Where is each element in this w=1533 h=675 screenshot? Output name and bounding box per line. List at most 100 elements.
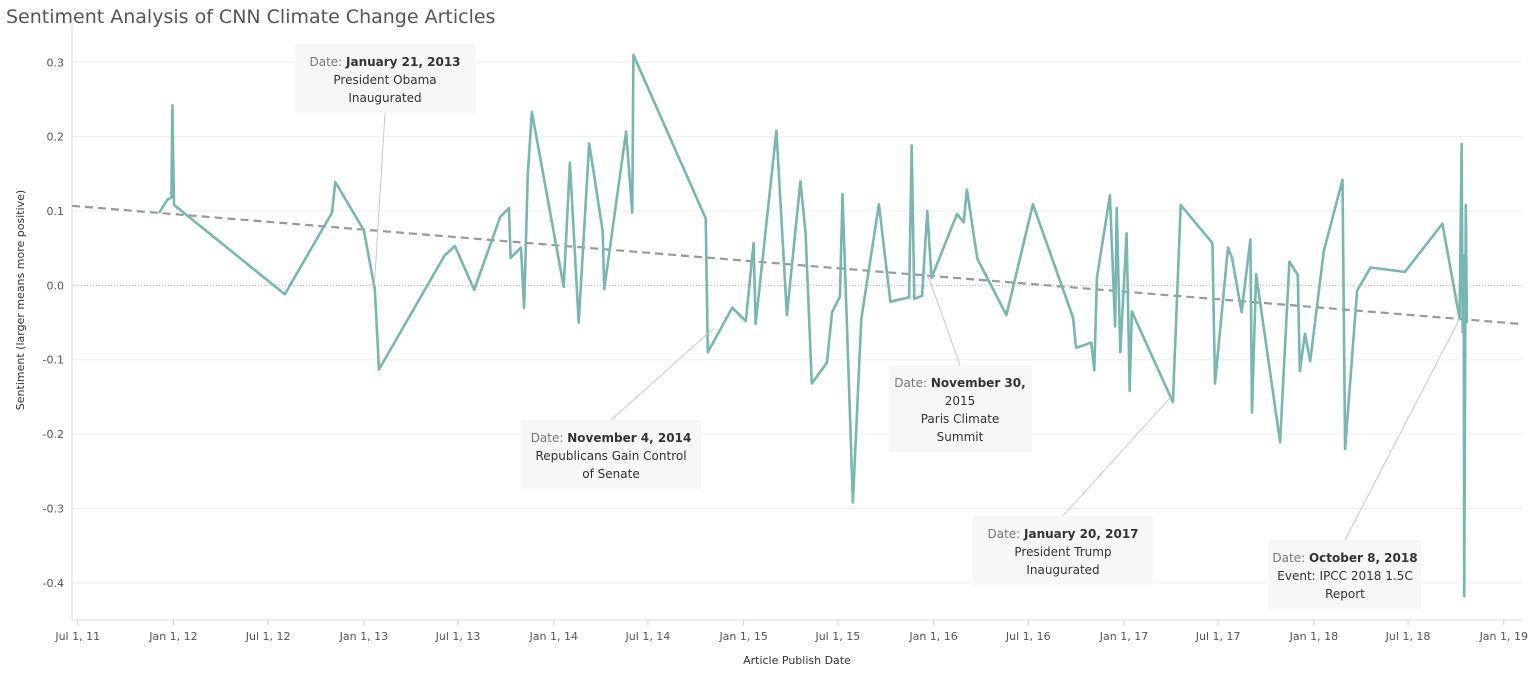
annotation-layer: Date: January 21, 2013 President Obama Ina… xyxy=(295,44,1461,609)
annotation-line: President Obama xyxy=(333,73,436,87)
x-tick-label: Jan 1, 17 xyxy=(1099,630,1148,643)
data-point xyxy=(966,188,968,191)
annotation: Date: October 8, 2018 Event: IPCC 2018 1.… xyxy=(1269,318,1461,609)
data-point xyxy=(826,361,828,364)
data-point xyxy=(1251,411,1253,414)
data-point xyxy=(509,257,512,259)
data-point xyxy=(1466,321,1468,324)
data-point xyxy=(1125,232,1128,235)
data-point xyxy=(373,288,376,290)
annotation-box xyxy=(521,420,701,489)
data-point xyxy=(860,318,863,320)
data-point xyxy=(562,286,565,288)
annotation-line: Event: IPCC 2018 1.5C xyxy=(1277,569,1412,583)
data-point xyxy=(1090,341,1093,344)
annotation-date: Date: October 8, 2018 xyxy=(1272,551,1417,565)
annotation: Date: November 30, 2015 Paris Climate Summi… xyxy=(889,276,1032,452)
data-point xyxy=(1179,204,1182,206)
chart-title: Sentiment Analysis of CNN Climate Change… xyxy=(6,6,496,28)
x-tick-label: Jul 1, 17 xyxy=(1195,630,1241,643)
axes-layer: 0.3 0.2 0.1 0.0 -0.1 -0.2 -0.3 -0.4 Jul 1, 11 Jan… xyxy=(43,25,1528,643)
data-point xyxy=(831,311,833,313)
annotation-date: Date: January 20, 2017 xyxy=(987,527,1138,541)
annotation-date-value: October 8, 2018 xyxy=(1309,551,1418,565)
data-point xyxy=(804,232,807,235)
data-point xyxy=(1304,332,1306,335)
annotation-date-value: January 20, 2017 xyxy=(1023,527,1139,541)
data-point xyxy=(1109,194,1111,197)
annotation-line: of Senate xyxy=(582,467,639,481)
data-point xyxy=(631,211,634,214)
annotation: Date: January 21, 2013 President Obama Ina… xyxy=(295,44,475,287)
x-tick-label: Jul 1, 18 xyxy=(1385,630,1431,643)
x-tick-label: Jul 1, 14 xyxy=(625,630,671,643)
x-tick-label: Jan 1, 19 xyxy=(1479,630,1528,643)
x-tick-label: Jul 1, 13 xyxy=(435,630,481,643)
data-point xyxy=(852,501,854,504)
annotation-date-label: Date: xyxy=(309,55,346,69)
data-point xyxy=(331,211,333,214)
data-point xyxy=(1299,370,1301,372)
y-tick-label: 0.0 xyxy=(47,279,65,292)
data-point xyxy=(601,230,604,232)
annotation-line: Summit xyxy=(937,430,984,444)
data-point xyxy=(508,207,510,209)
data-point xyxy=(1032,203,1034,206)
data-point xyxy=(1296,274,1299,276)
data-point xyxy=(921,294,923,297)
data-point xyxy=(588,142,590,145)
annotation-line: President Trump xyxy=(1014,545,1111,559)
y-tick-label: 0.3 xyxy=(47,56,65,69)
x-tick-label: Jan 1, 16 xyxy=(908,630,957,643)
data-point xyxy=(754,323,757,325)
annotation-line: Inaugurated xyxy=(1026,563,1099,577)
annotation-date: Date: November 4, 2014 xyxy=(531,431,692,445)
annotation-date: Date: November 30, xyxy=(894,376,1025,390)
data-point xyxy=(1369,266,1372,269)
data-point xyxy=(962,221,965,223)
data-point xyxy=(177,207,179,209)
data-point xyxy=(1096,277,1098,279)
data-point xyxy=(1465,204,1467,206)
y-tick-label: -0.2 xyxy=(43,428,64,441)
annotation-line: Report xyxy=(1325,587,1365,601)
annotation-line: Republicans Gain Control xyxy=(535,449,686,463)
data-point xyxy=(1462,254,1465,257)
data-point xyxy=(1249,238,1252,241)
data-point xyxy=(1114,325,1116,328)
annotation-line: Paris Climate xyxy=(921,412,1000,426)
y-tick-label: -0.1 xyxy=(43,354,64,367)
data-point xyxy=(908,296,910,299)
data-point xyxy=(526,173,529,175)
annotation-leader-line xyxy=(610,328,714,421)
data-point xyxy=(1461,331,1464,334)
data-point xyxy=(603,288,606,290)
trend-line xyxy=(71,204,1523,326)
data-point xyxy=(520,246,522,249)
annotation-date: Date: January 21, 2013 xyxy=(309,55,460,69)
data-point xyxy=(632,54,635,56)
data-point xyxy=(1119,351,1122,354)
x-tick-label: Jan 1, 12 xyxy=(148,630,197,643)
x-tick-label: Jan 1, 18 xyxy=(1289,630,1338,643)
y-tick-label: -0.4 xyxy=(43,577,64,590)
x-tick-label: Jan 1, 13 xyxy=(339,630,388,643)
data-point xyxy=(170,196,173,199)
data-point xyxy=(1288,260,1291,263)
data-point xyxy=(363,229,365,232)
y-tick-label: 0.2 xyxy=(47,131,65,144)
data-point xyxy=(158,211,161,214)
data-point xyxy=(569,161,571,164)
grid-layer xyxy=(72,61,1522,584)
data-point xyxy=(1072,316,1074,319)
data-point xyxy=(1344,448,1346,450)
data-point xyxy=(499,216,501,218)
y-tick-label: 0.1 xyxy=(47,205,65,218)
annotation: Date: January 20, 2017 President Trump Ina… xyxy=(973,396,1172,585)
data-point xyxy=(473,289,475,291)
data-point xyxy=(625,130,627,133)
data-point xyxy=(283,293,286,296)
data-point xyxy=(171,104,174,107)
annotation-date-value: November 4, 2014 xyxy=(567,431,691,445)
